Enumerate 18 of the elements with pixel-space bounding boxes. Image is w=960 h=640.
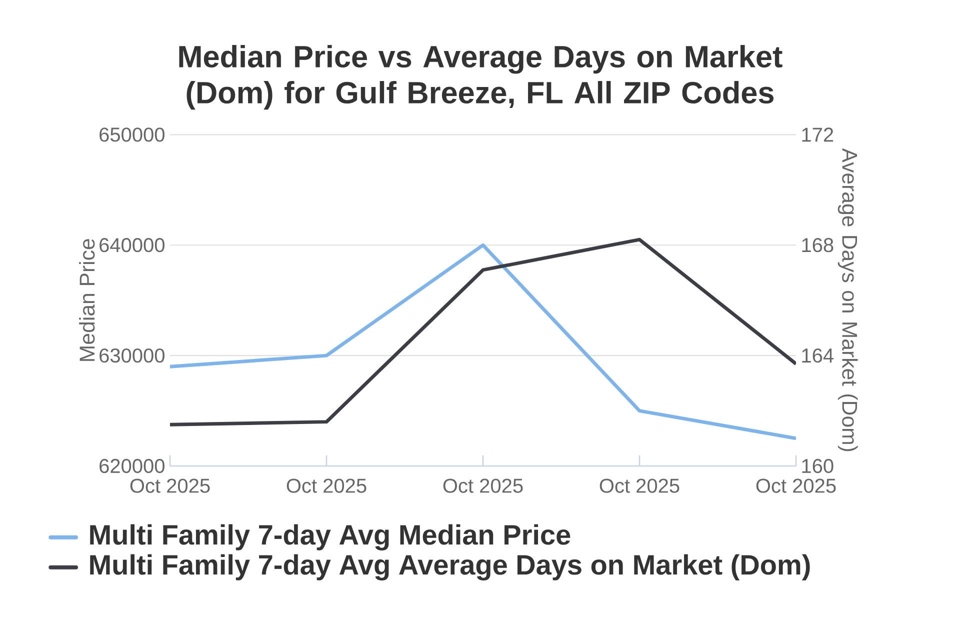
x-tick-label: Oct 2025 bbox=[600, 478, 680, 493]
x-tick-label: Oct 2025 bbox=[756, 478, 836, 493]
y2-tick-label: 168 bbox=[802, 238, 834, 252]
y-tick-label: 640000 bbox=[100, 238, 164, 252]
x-tick-label: Oct 2025 bbox=[443, 478, 523, 493]
y2-tick-label: 164 bbox=[802, 348, 834, 363]
legend-label: Multi Family 7-day Avg Median Price bbox=[90, 524, 570, 550]
y-axis-title: Median Price bbox=[79, 239, 95, 361]
x-tick-label: Oct 2025 bbox=[286, 478, 366, 493]
y-tick-label: 650000 bbox=[100, 128, 164, 142]
y-tick-label: 630000 bbox=[100, 348, 164, 363]
y2-axis-title: Average Days on Market (Dom) bbox=[838, 148, 858, 452]
chart-title: Median Price vs Average Days on Market (Dom) for Gulf Breeze, FL All ZIP Codes bbox=[179, 45, 782, 110]
legend-label: Multi Family 7-day Avg Average Days on Market (Dom) bbox=[90, 554, 810, 580]
y2-tick-label: 172 bbox=[802, 128, 834, 142]
y2-tick-label: 160 bbox=[802, 458, 834, 474]
x-tick-label: Oct 2025 bbox=[130, 478, 210, 493]
y-tick-label: 620000 bbox=[100, 458, 164, 474]
